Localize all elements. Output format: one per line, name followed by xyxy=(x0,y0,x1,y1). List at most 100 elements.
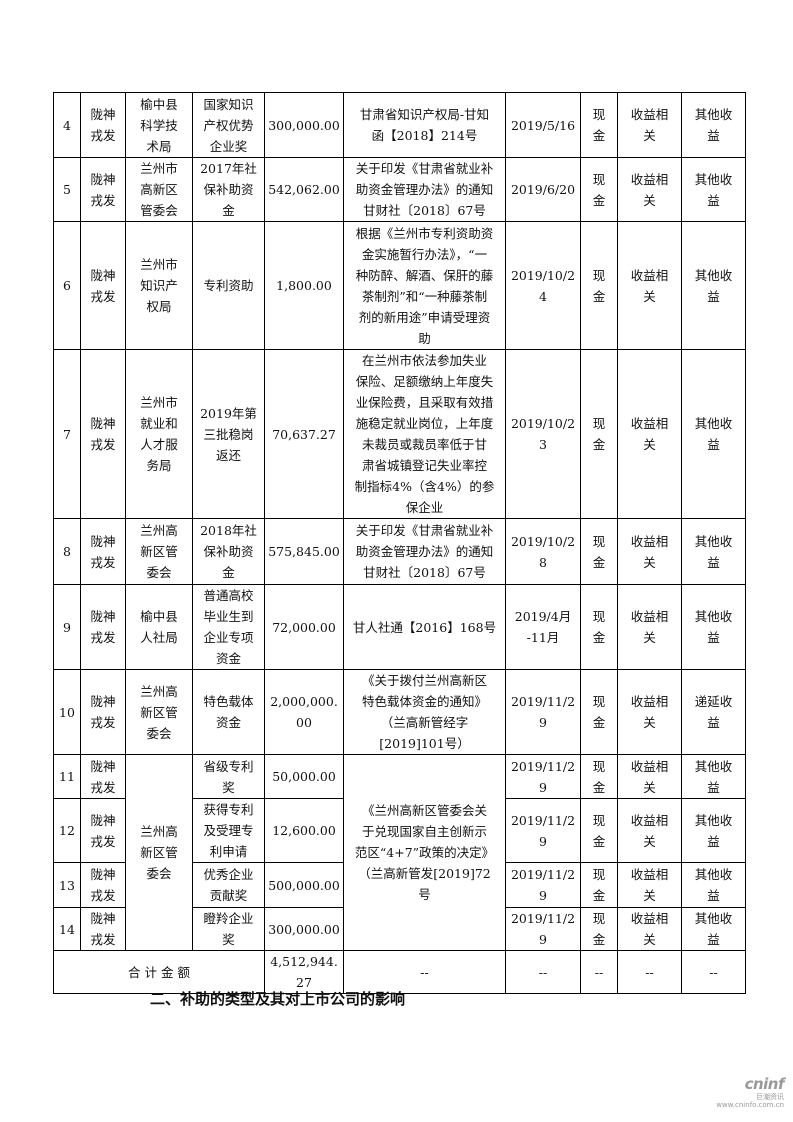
logo-word: cninf xyxy=(744,1075,785,1093)
company-cell: 陇神 戎发 xyxy=(80,221,126,350)
section-heading: 二、补助的类型及其对上市公司的影响 xyxy=(150,990,406,1008)
account-cell: 其他收 益 xyxy=(681,584,746,670)
date-cell: 2019/10/2 8 xyxy=(505,518,581,585)
form-cell: 现 金 xyxy=(580,157,618,222)
amount-cell: 70,637.27 xyxy=(264,349,344,519)
company-cell: 陇神 戎发 xyxy=(80,157,126,222)
form-cell: 现 金 xyxy=(580,221,618,350)
company-cell: 陇神 戎发 xyxy=(80,518,126,585)
account-cell: 其他收 益 xyxy=(681,907,746,951)
row-number: 9 xyxy=(53,584,81,670)
row-number: 8 xyxy=(53,518,81,585)
table-row: 9 陇神 戎发 榆中县 人社局 普通高校 毕业生到 企业专项 资金 72,000.00 甘… xyxy=(53,584,746,670)
table-row: 11 陇神 戎发 兰州高 新区管 委会 省级专利 奖 50,000.00 《兰州高新区管委… xyxy=(53,754,746,951)
basis-cell: 在兰州市依法参加失业 保险、足额缴纳上年度失 业保险费，且采取有效措 施稳定就业… xyxy=(343,349,506,519)
account-cell: 其他收 益 xyxy=(681,157,746,222)
date-cell: 2019/11/2 9 xyxy=(505,862,581,908)
table-row: 6 陇神 戎发 兰州市 知识产 权局 专利资助 1,800.00 根据《兰州市专利资助资 … xyxy=(53,221,746,350)
form-cell: 现 金 xyxy=(580,518,618,585)
date-cell: 2019/11/2 9 xyxy=(505,669,581,755)
item-cell: 瞪羚企业 奖 xyxy=(192,907,265,951)
department-cell: 兰州市 高新区 管委会 xyxy=(125,157,193,222)
company-cell: 陇神 戎发 xyxy=(80,92,126,158)
department-cell: 兰州市 就业和 人才服 务局 xyxy=(125,349,193,519)
row-number: 7 xyxy=(53,349,81,519)
company-cell: 陇神 戎发 xyxy=(80,754,126,799)
form-cell: 现 金 xyxy=(580,754,618,799)
amount-cell: 1,800.00 xyxy=(264,221,344,350)
type-cell: 收益相 关 xyxy=(617,92,682,158)
cninfo-logo: cninf 巨潮资讯 www.cninfo.com.cn xyxy=(712,1075,784,1109)
company-cell: 陇神 戎发 xyxy=(80,584,126,670)
account-cell: 其他收 益 xyxy=(681,798,746,863)
row-number: 12 xyxy=(53,798,81,863)
item-cell: 2018年社 保补助资 金 xyxy=(192,518,265,585)
basis-cell: 根据《兰州市专利资助资 金实施暂行办法》，“一 种防醉、解酒、保肝的藤 茶制剂”… xyxy=(343,221,506,350)
date-cell: 2019/11/2 9 xyxy=(505,907,581,951)
item-cell: 获得专利 及受理专 利申请 xyxy=(192,798,265,863)
date-cell: 2019/4月 -11月 xyxy=(505,584,581,670)
company-cell: 陇神 戎发 xyxy=(80,669,126,755)
department-cell: 兰州高 新区管 委会 xyxy=(125,754,193,951)
department-cell: 兰州高 新区管 委会 xyxy=(125,669,193,755)
company-cell: 陇神 戎发 xyxy=(80,349,126,519)
form-cell: 现 金 xyxy=(580,798,618,863)
row-number: 5 xyxy=(53,157,81,222)
type-cell: 收益相 关 xyxy=(617,798,682,863)
type-cell: 收益相 关 xyxy=(617,584,682,670)
account-cell: 递延收 益 xyxy=(681,669,746,755)
account-cell: 其他收 益 xyxy=(681,518,746,585)
department-cell: 兰州市 知识产 权局 xyxy=(125,221,193,350)
table-row: 5 陇神 戎发 兰州市 高新区 管委会 2017年社 保补助资 金 542,062.00… xyxy=(53,157,746,222)
form-cell: 现 金 xyxy=(580,669,618,755)
row-number: 14 xyxy=(53,907,81,951)
type-cell: 收益相 关 xyxy=(617,157,682,222)
amount-cell: 300,000.00 xyxy=(264,907,344,951)
date-cell: 2019/6/20 xyxy=(505,157,581,222)
item-cell: 特色载体 资金 xyxy=(192,669,265,755)
basis-cell: 关于印发《甘肃省就业补 助资金管理办法》的通知 甘财社〔2018〕67号 xyxy=(343,518,506,585)
amount-cell: 500,000.00 xyxy=(264,862,344,908)
date-cell: 2019/10/2 3 xyxy=(505,349,581,519)
total-form: -- xyxy=(580,950,618,994)
row-number: 6 xyxy=(53,221,81,350)
row-number: 13 xyxy=(53,862,81,908)
account-cell: 其他收 益 xyxy=(681,349,746,519)
total-account: -- xyxy=(681,950,746,994)
account-cell: 其他收 益 xyxy=(681,754,746,799)
item-cell: 2017年社 保补助资 金 xyxy=(192,157,265,222)
account-cell: 其他收 益 xyxy=(681,862,746,908)
amount-cell: 2,000,000. 00 xyxy=(264,669,344,755)
company-cell: 陇神 戎发 xyxy=(80,907,126,951)
amount-cell: 300,000.00 xyxy=(264,92,344,158)
amount-cell: 12,600.00 xyxy=(264,798,344,863)
row-number: 10 xyxy=(53,669,81,755)
basis-cell: 《关于拨付兰州高新区 特色载体资金的通知》 （兰高新管经字 [2019]101号… xyxy=(343,669,506,755)
amount-cell: 542,062.00 xyxy=(264,157,344,222)
item-cell: 国家知识 产权优势 企业奖 xyxy=(192,92,265,158)
table-row: 7 陇神 戎发 兰州市 就业和 人才服 务局 2019年第 三批稳岗 返还 70,637… xyxy=(53,349,746,519)
row-number: 11 xyxy=(53,754,81,799)
total-label: 合 计 金 额 xyxy=(53,950,265,994)
item-cell: 专利资助 xyxy=(192,221,265,350)
form-cell: 现 金 xyxy=(580,584,618,670)
type-cell: 收益相 关 xyxy=(617,862,682,908)
total-type: -- xyxy=(617,950,682,994)
logo-sub: 巨潮资讯 www.cninfo.com.cn xyxy=(716,1093,784,1109)
total-amount: 4,512,944. 27 xyxy=(264,950,344,994)
type-cell: 收益相 关 xyxy=(617,907,682,951)
item-cell: 省级专利 奖 xyxy=(192,754,265,799)
amount-cell: 50,000.00 xyxy=(264,754,344,799)
department-cell: 榆中县 人社局 xyxy=(125,584,193,670)
item-cell: 普通高校 毕业生到 企业专项 资金 xyxy=(192,584,265,670)
type-cell: 收益相 关 xyxy=(617,349,682,519)
form-cell: 现 金 xyxy=(580,907,618,951)
company-cell: 陇神 戎发 xyxy=(80,798,126,863)
department-cell: 榆中县 科学技 术局 xyxy=(125,92,193,158)
type-cell: 收益相 关 xyxy=(617,669,682,755)
item-cell: 2019年第 三批稳岗 返还 xyxy=(192,349,265,519)
form-cell: 现 金 xyxy=(580,862,618,908)
type-cell: 收益相 关 xyxy=(617,518,682,585)
item-cell: 优秀企业 贡献奖 xyxy=(192,862,265,908)
